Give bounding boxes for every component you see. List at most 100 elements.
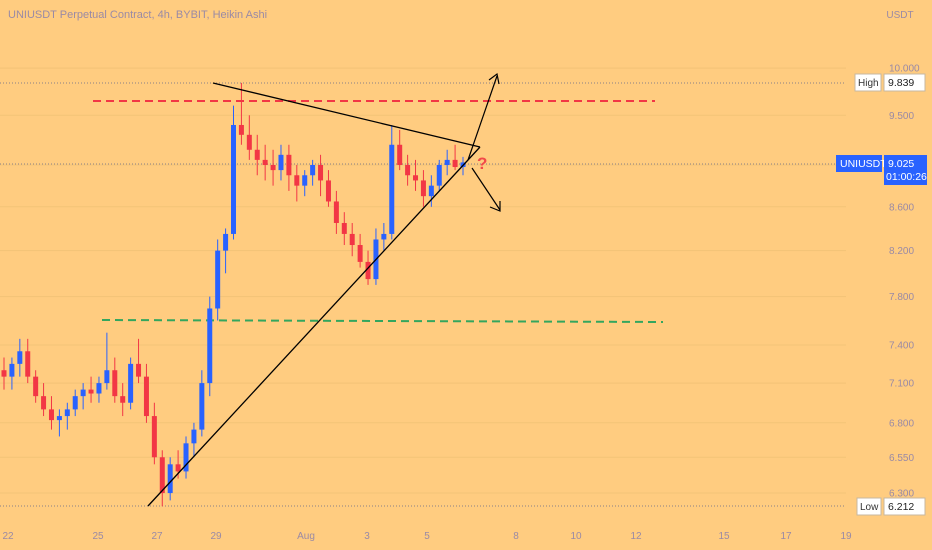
candle [246, 115, 252, 160]
candle [349, 222, 355, 257]
candles [1, 82, 466, 507]
candle-body [33, 376, 39, 397]
candle-body [64, 409, 70, 417]
breakout-up-arrow[interactable] [467, 72, 500, 161]
price-tick-label: 7.800 [889, 292, 914, 303]
support-level-line[interactable] [101, 319, 664, 323]
candle [159, 450, 165, 507]
time-tick-label: Aug [297, 531, 315, 542]
candle-body [413, 175, 419, 181]
candle [278, 144, 284, 181]
price-tick-label: 7.100 [889, 379, 914, 390]
ascending-trendline[interactable] [147, 146, 481, 507]
candle [381, 222, 387, 251]
candle [207, 296, 213, 397]
candle [25, 338, 31, 384]
candle [80, 383, 86, 410]
candle [1, 357, 7, 390]
candle-body [286, 154, 292, 176]
candle-body [420, 180, 426, 197]
time-tick-label: 10 [570, 531, 582, 542]
candle-body [191, 429, 197, 444]
candle [136, 338, 142, 384]
last-tag-countdown: 01:00:26 [886, 171, 927, 183]
candle-body [120, 396, 126, 403]
last-price-tag: UNIUSDT 9.025 01:00:26 [836, 155, 927, 185]
candle [405, 154, 411, 186]
candle-body [231, 124, 236, 234]
price-tick-label: 9.500 [889, 111, 914, 122]
currency-label: USDT [886, 10, 914, 21]
candle-body [96, 383, 102, 394]
candle-body [128, 363, 134, 403]
candle-body [270, 164, 276, 171]
breakdown-arrow[interactable] [471, 167, 501, 212]
candle [167, 457, 173, 501]
candle [48, 396, 54, 430]
candle-body [167, 464, 173, 494]
candle-body [341, 222, 347, 234]
candle [143, 363, 149, 423]
price-tick-label: 6.550 [889, 453, 914, 464]
price-tick-label: 6.300 [889, 489, 914, 500]
candle-body [88, 389, 94, 394]
candle [357, 233, 363, 268]
price-tick-label: 8.600 [889, 202, 914, 213]
candle [151, 402, 157, 465]
candle [302, 170, 308, 197]
candle [420, 170, 426, 207]
last-tag-symbol: UNIUSDT [840, 158, 887, 170]
candle [294, 164, 300, 202]
candle-body [1, 370, 7, 377]
candle-body [405, 164, 411, 176]
time-tick-label: 8 [513, 531, 519, 542]
gridlines [0, 67, 846, 494]
low-price-tag: Low 6.212 [856, 497, 926, 516]
candle-body [318, 164, 324, 181]
candle [183, 436, 189, 479]
candle-body [104, 370, 110, 384]
candle [128, 357, 134, 410]
candle-body [80, 389, 86, 397]
chart-title[interactable]: UNIUSDT Perpetual Contract, 4h, BYBIT, H… [8, 9, 268, 21]
candle-body [159, 457, 165, 494]
candle-body [207, 308, 213, 384]
candle-body [199, 383, 205, 430]
candle-body [223, 233, 229, 251]
candle-body [183, 443, 189, 472]
candle [17, 338, 23, 377]
candle [254, 134, 260, 176]
price-axis[interactable]: 10.0009.5009.0008.6008.2007.8007.4007.10… [889, 64, 920, 500]
candle [341, 212, 347, 246]
candle-body [294, 175, 300, 186]
candle-body [365, 261, 371, 280]
candle-body [112, 370, 118, 397]
candle [444, 149, 450, 176]
candle-body [41, 396, 47, 410]
candle-body [48, 409, 54, 421]
candle [333, 190, 339, 234]
candle-body [428, 185, 434, 197]
time-tick-label: 5 [424, 531, 430, 542]
candle-body [278, 154, 284, 171]
candle [33, 370, 39, 403]
price-tick-label: 8.200 [889, 246, 914, 257]
candle [286, 144, 292, 191]
candle-body [302, 175, 308, 186]
price-tick-label: 10.000 [889, 64, 920, 75]
time-axis[interactable]: 22 25 27 29 Aug 3 5 8 10 12 15 17 19 [2, 531, 852, 542]
candle-body [17, 351, 23, 364]
time-tick-label: 27 [151, 531, 163, 542]
candle-body [381, 233, 387, 240]
candle-body [9, 363, 15, 377]
candle-body [357, 245, 363, 262]
low-tag-label: Low [860, 502, 879, 513]
candle [310, 159, 316, 186]
descending-trendline[interactable] [212, 82, 481, 148]
candle [56, 409, 62, 437]
high-tag-value: 9.839 [888, 77, 914, 89]
candle-body [444, 159, 450, 165]
high-tag-label: High [858, 78, 879, 89]
